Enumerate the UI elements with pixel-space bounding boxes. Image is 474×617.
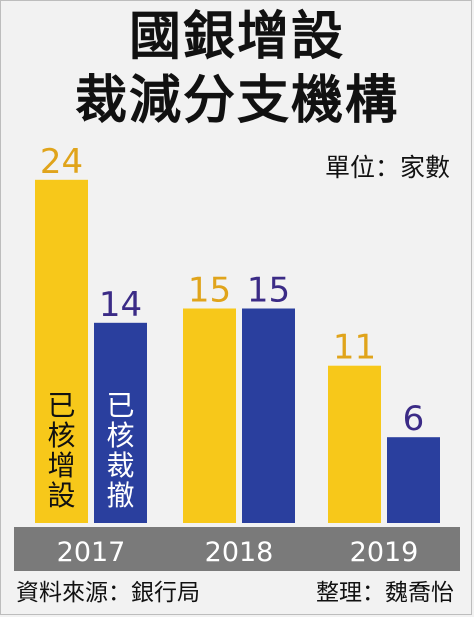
series-label-cut: 已核裁撤 [106, 389, 134, 512]
value-label-cut-2019: 6 [403, 399, 425, 439]
source-label: 資料來源：銀行局 [16, 580, 200, 606]
bar-cut-2019 [387, 437, 440, 523]
chart-title-line2: 裁減分支機構 [74, 71, 399, 131]
bar-cut-2018 [242, 308, 295, 523]
value-label-added-2018: 15 [188, 271, 231, 311]
bar-added-2017 [35, 179, 88, 524]
chart-title-line1: 國銀增設 [128, 7, 345, 67]
bar-cut-2017 [94, 322, 147, 523]
bar-added-2019 [328, 365, 381, 523]
value-label-cut-2017: 14 [99, 285, 142, 325]
bar-added-2018 [183, 308, 236, 523]
series-label-added: 已核增設 [47, 389, 75, 512]
value-label-cut-2018: 15 [247, 271, 290, 311]
unit-label: 單位：家數 [324, 153, 450, 182]
x-axis-band [14, 527, 460, 571]
value-label-added-2019: 11 [333, 328, 376, 368]
value-label-added-2017: 24 [40, 142, 83, 182]
x-tick-2018: 2018 [205, 537, 274, 568]
x-tick-2019: 2019 [350, 537, 419, 568]
editor-label: 整理：魏喬怡 [316, 580, 454, 606]
x-tick-2017: 2017 [57, 537, 126, 568]
